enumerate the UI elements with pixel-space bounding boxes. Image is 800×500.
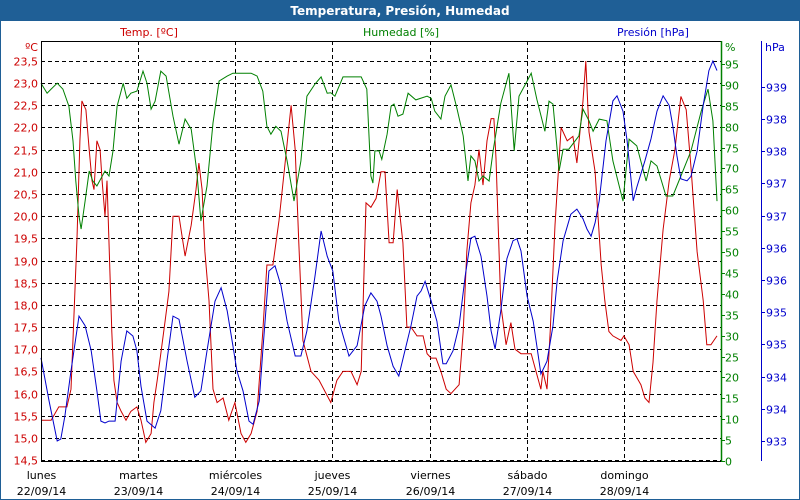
- day-date-label: 26/09/14: [406, 485, 455, 498]
- pressure-tick-label: 935: [766, 307, 787, 320]
- day-name-label: martes: [119, 469, 158, 482]
- temp-tick-label: 15,0: [14, 433, 39, 446]
- day-date-label: 25/09/14: [308, 485, 357, 498]
- series-lines: [40, 59, 718, 444]
- pressure-axis-title: Presión [hPa]: [617, 26, 689, 39]
- day-date-label: 28/09/14: [600, 485, 649, 498]
- day-name-label: viernes: [410, 469, 450, 482]
- humidity-tick-label: 0: [725, 456, 732, 469]
- temp-tick-label: 17,0: [14, 344, 39, 357]
- humidity-tick-label: 35: [725, 310, 739, 323]
- temp-tick-label: 14,5: [14, 455, 39, 468]
- series-line-temp: [41, 60, 718, 444]
- temp-tick-label: 22,5: [14, 100, 39, 113]
- day-date-label: 27/09/14: [503, 485, 552, 498]
- chart-title: Temperatura, Presión, Humedad: [1, 1, 799, 21]
- humidity-tick-label: 50: [725, 247, 739, 260]
- humidity-axis-title: Humedad [%]: [363, 26, 439, 39]
- temp-tick-label: 23,0: [14, 78, 39, 91]
- temp-tick-label: 23,5: [14, 56, 39, 69]
- day-name-label: lunes: [27, 469, 57, 482]
- pressure-tick-label: 936: [766, 275, 787, 288]
- temp-tick-label: 16,0: [14, 389, 39, 402]
- pressure-tick-label: 939: [766, 82, 787, 95]
- day-date-label: 22/09/14: [17, 485, 66, 498]
- series-line-hum: [40, 69, 718, 230]
- humidity-tick-label: 60: [725, 205, 739, 218]
- temp-tick-label: 19,5: [14, 233, 39, 246]
- humidity-tick-label: 30: [725, 331, 739, 344]
- humidity-tick-label: 65: [725, 184, 739, 197]
- day-name-label: miércoles: [209, 469, 262, 482]
- humidity-tick-label: 90: [725, 80, 739, 93]
- pressure-tick-label: 937: [766, 178, 787, 191]
- temp-tick-label: 15,5: [14, 411, 39, 424]
- humidity-tick-label: 5: [725, 435, 732, 448]
- humidity-tick-label: 85: [725, 101, 739, 114]
- temp-tick-label: 20,0: [14, 211, 39, 224]
- temp-tick-label: 21,0: [14, 167, 39, 180]
- humidity-tick-label: 95: [725, 59, 739, 72]
- humidity-tick-label: 25: [725, 352, 739, 365]
- humidity-unit-label: %: [725, 41, 735, 54]
- axis-labels: 14,5 15,0 15,5 16,0 16,5 17,0 17,5 18,0 18,5 19,0…: [14, 26, 788, 498]
- pressure-unit-label: hPa: [765, 41, 785, 54]
- temp-tick-label: 17,5: [14, 322, 39, 335]
- temp-axis-title: Temp. [ºC]: [119, 26, 178, 39]
- temp-tick-label: 22,0: [14, 122, 39, 135]
- temp-tick-label: 21,5: [14, 145, 39, 158]
- pressure-tick-label: 935: [766, 339, 787, 352]
- temp-tick-label: 20,5: [14, 189, 39, 202]
- temp-tick-label: 19,0: [14, 256, 39, 269]
- humidity-tick-label: 40: [725, 289, 739, 302]
- humidity-tick-label: 55: [725, 226, 739, 239]
- day-date-label: 23/09/14: [114, 485, 163, 498]
- day-name-label: jueves: [314, 469, 351, 482]
- humidity-tick-label: 80: [725, 122, 739, 135]
- day-name-label: domingo: [600, 469, 648, 482]
- pressure-tick-label: 938: [766, 146, 787, 159]
- pressure-tick-label: 934: [766, 372, 787, 385]
- day-date-label: 24/09/14: [211, 485, 260, 498]
- temp-unit-label: ºC: [25, 41, 38, 54]
- pressure-tick-label: 937: [766, 211, 787, 224]
- humidity-tick-label: 15: [725, 393, 739, 406]
- temp-tick-label: 16,5: [14, 366, 39, 379]
- pressure-tick-label: 936: [766, 243, 787, 256]
- pressure-tick-label: 934: [766, 404, 787, 417]
- pressure-tick-label: 938: [766, 114, 787, 127]
- humidity-tick-label: 70: [725, 163, 739, 176]
- humidity-tick-label: 75: [725, 143, 739, 156]
- humidity-tick-label: 20: [725, 372, 739, 385]
- humidity-tick-label: 45: [725, 268, 739, 281]
- axes: [41, 41, 765, 462]
- temp-tick-label: 18,0: [14, 300, 39, 313]
- day-name-label: sábado: [508, 469, 548, 482]
- temp-tick-label: 18,5: [14, 278, 39, 291]
- humidity-tick-label: 10: [725, 414, 739, 427]
- series-line-pres: [40, 59, 718, 442]
- pressure-tick-label: 933: [766, 436, 787, 449]
